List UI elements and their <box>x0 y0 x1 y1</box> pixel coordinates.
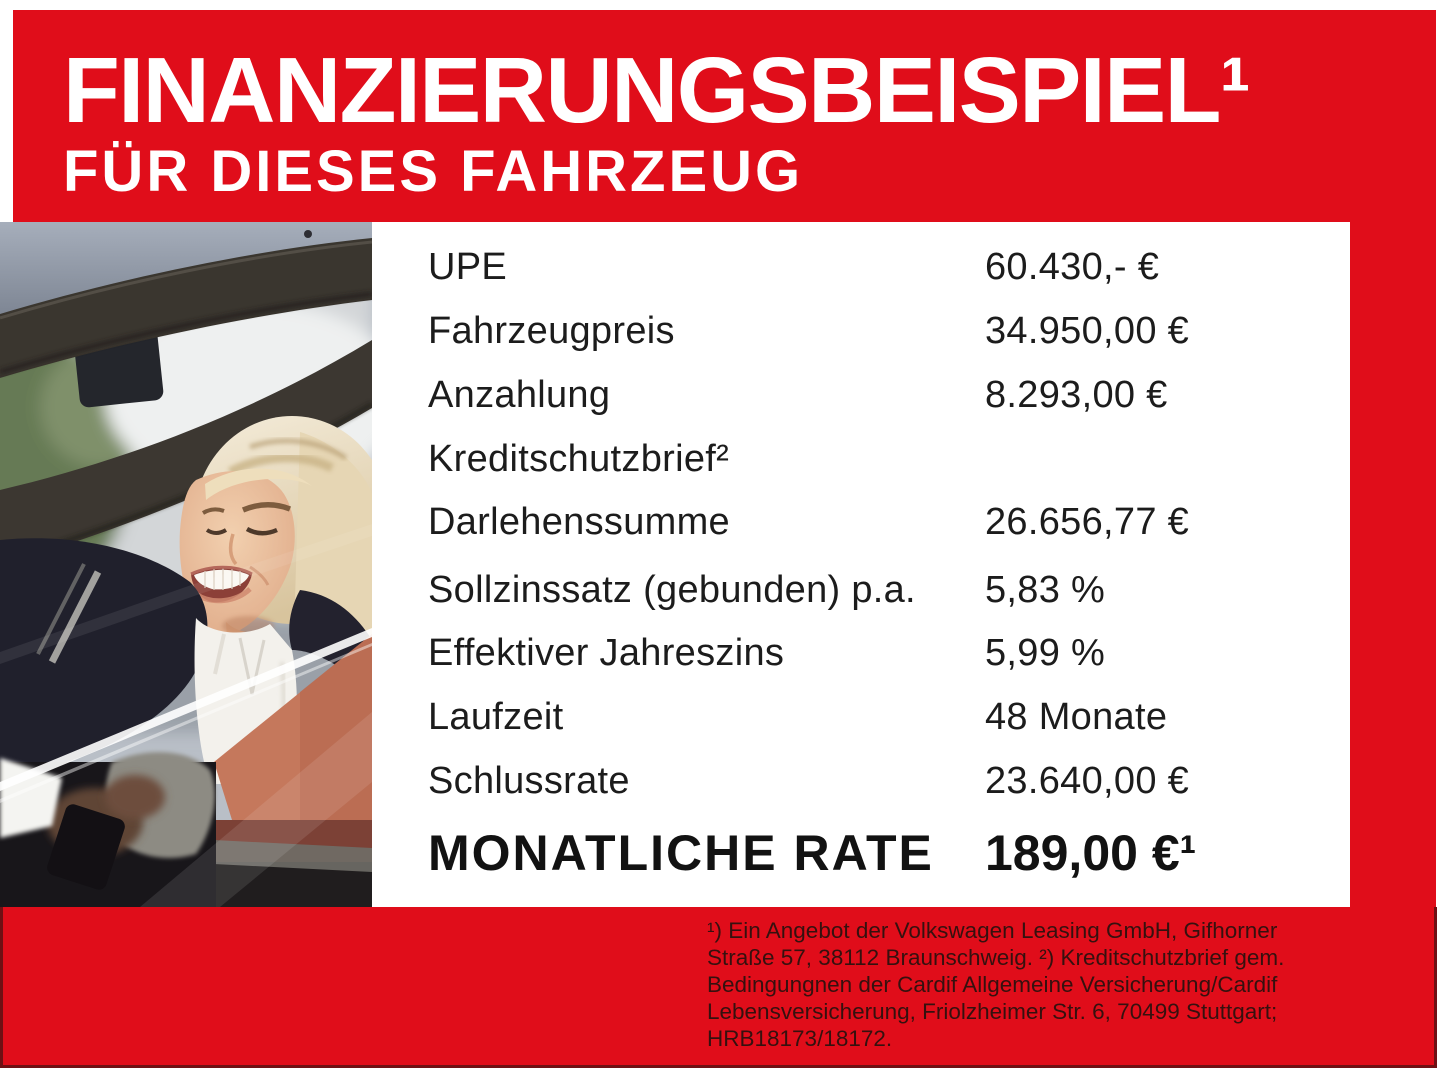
eyebrow-left <box>201 507 225 515</box>
table-row: Kreditschutzbrief² <box>428 438 729 482</box>
eye <box>245 527 278 536</box>
monthly-rate-row: MONATLICHE RATE 189,00 €¹ <box>428 824 1196 882</box>
table-row: Anzahlung 8.293,00 € <box>428 374 1167 418</box>
monthly-rate-label: MONATLICHE RATE <box>428 825 934 881</box>
table-row: Sollzinssatz (gebunden) p.a. 5,83 % <box>428 569 1105 613</box>
driver-photo <box>0 222 372 907</box>
table-row: Fahrzeugpreis 34.950,00 € <box>428 310 1189 354</box>
window-frame-top <box>0 238 372 378</box>
seat-piping <box>36 563 102 664</box>
eye-left <box>205 528 228 535</box>
row-label: Laufzeit <box>428 696 564 738</box>
page-title: FINANZIERUNGSBEISPIEL¹ <box>63 38 1251 142</box>
footnote-line: ¹) Ein Angebot der Volkswagen Leasing Gm… <box>707 918 1278 943</box>
table-row: Darlehenssumme 26.656,77 € <box>428 501 1189 545</box>
row-label: Sollzinssatz (gebunden) p.a. <box>428 569 916 611</box>
row-label: Kreditschutzbrief² <box>428 438 730 480</box>
hair-fringe <box>205 468 312 500</box>
row-label: Anzahlung <box>428 374 611 416</box>
footnote-text: ¹) Ein Angebot der Volkswagen Leasing Gm… <box>707 917 1284 1052</box>
row-label: Darlehenssumme <box>428 501 730 543</box>
footnote-line: Straße 57, 38112 Braunschweig. ²) Kredit… <box>707 945 1285 970</box>
nose <box>228 533 238 566</box>
roof-sensor <box>304 230 312 238</box>
smile-crease <box>249 565 270 586</box>
blazer-left <box>0 538 208 778</box>
page-subtitle: FÜR DIESES FAHRZEUG <box>63 139 804 204</box>
row-label: Effektiver Jahreszins <box>428 632 785 674</box>
hand-2 <box>105 775 165 819</box>
row-value: 60.430,- € <box>985 246 1160 288</box>
row-value: 26.656,77 € <box>985 501 1190 543</box>
row-value: 8.293,00 € <box>985 374 1168 416</box>
row-value: 5,99 % <box>985 632 1106 674</box>
footnote-line: HRB18173/18172. <box>707 1026 893 1051</box>
finance-panel: UPE 60.430,- € Fahrzeugpreis 34.950,00 € A… <box>372 222 1350 907</box>
footnote-line: Bedingungnen der Cardif Allgemeine Versi… <box>707 972 1278 997</box>
table-row: UPE 60.430,- € <box>428 246 1159 290</box>
glass-reflections <box>214 634 372 907</box>
row-value: 5,83 % <box>985 569 1106 611</box>
eyebrow <box>241 502 292 513</box>
glass-streaks <box>0 524 372 907</box>
row-value: 48 Monate <box>985 696 1168 738</box>
row-label: Schlussrate <box>428 760 630 802</box>
table-row: Schlussrate 23.640,00 € <box>428 760 1189 804</box>
row-label: Fahrzeugpreis <box>428 310 675 352</box>
footer-band: ¹) Ein Angebot der Volkswagen Leasing Gm… <box>0 907 1437 1068</box>
row-value: 34.950,00 € <box>985 310 1190 352</box>
table-row: Effektiver Jahreszins 5,99 % <box>428 632 1105 676</box>
monthly-rate-value: 189,00 €¹ <box>985 825 1197 881</box>
phone <box>47 804 125 890</box>
table-row: Laufzeit 48 Monate <box>428 696 1167 740</box>
row-value: 23.640,00 € <box>985 760 1190 802</box>
row-label: UPE <box>428 246 508 288</box>
footnote-line: Lebensversicherung, Friolzheimer Str. 6,… <box>707 999 1278 1024</box>
